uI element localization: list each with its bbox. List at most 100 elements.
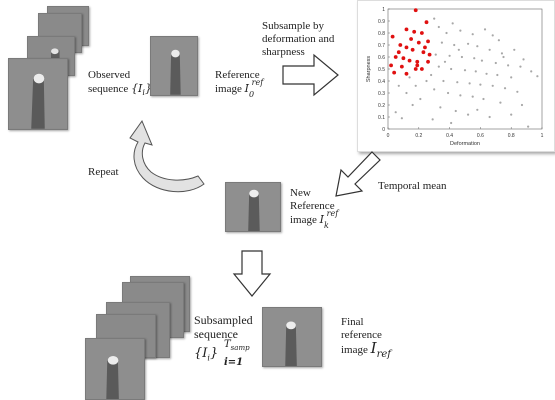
other-point — [473, 57, 476, 60]
subsampled-frame-1 — [85, 338, 145, 400]
x-axis-label: Deformation — [450, 141, 480, 147]
subsampled-line-2: sequence — [194, 327, 238, 341]
other-point — [488, 48, 491, 51]
other-point — [442, 79, 445, 83]
other-point — [463, 69, 467, 72]
x-tick-label: 1 — [541, 133, 544, 139]
other-point — [510, 76, 513, 79]
selected-point — [423, 45, 427, 50]
other-point — [443, 60, 447, 63]
other-point — [411, 103, 414, 107]
x-tick-label: 0.8 — [508, 133, 515, 139]
ref-sup: ref — [251, 78, 264, 87]
sequence-set-open: {I — [131, 82, 143, 95]
other-point — [494, 61, 497, 65]
subsample-line-3: sharpness — [262, 46, 305, 58]
subsampled-lower-limit: i=1 — [224, 357, 244, 368]
subsampled-set-close: } — [209, 346, 219, 361]
subsample-label: Subsample by deformation and sharpness — [262, 20, 334, 59]
final-reference-label: Final reference image Iref — [341, 316, 391, 361]
other-point — [496, 73, 499, 77]
y-tick-label: 0.6 — [378, 55, 385, 61]
other-point — [434, 53, 437, 56]
subsampled-sup: T — [224, 339, 231, 350]
reference-symbol: I0 ref — [245, 78, 264, 99]
other-point — [456, 81, 459, 84]
other-point — [408, 76, 411, 79]
other-point — [482, 97, 485, 101]
subsample-arrow — [282, 53, 339, 97]
selected-point — [399, 64, 404, 69]
repeat-label: Repeat — [88, 166, 119, 178]
other-point — [468, 82, 471, 85]
observed-sequence-line: sequence {Ii} — [88, 82, 152, 99]
other-point — [476, 45, 479, 48]
y-tick-label: 1 — [382, 7, 385, 13]
y-tick-label: 0 — [382, 127, 385, 133]
other-point — [519, 65, 522, 68]
reference-image — [150, 36, 198, 96]
selected-point — [404, 27, 409, 32]
new-ref-letter: I — [319, 213, 324, 226]
other-point — [439, 106, 442, 109]
sequence-word: sequence — [88, 83, 132, 95]
other-point — [497, 39, 500, 42]
new-ref-sub: k — [324, 221, 329, 231]
plot-frame — [387, 8, 543, 130]
selected-point — [389, 63, 393, 68]
other-point — [500, 52, 504, 55]
selected-point — [401, 56, 406, 61]
other-point — [527, 125, 530, 128]
subsample-line-2: deformation and — [262, 33, 335, 45]
selected-point — [392, 70, 397, 75]
selected-point — [390, 34, 395, 39]
y-axis-label: Sharpness — [366, 56, 372, 83]
selected-point — [424, 20, 429, 25]
down-arrow — [232, 250, 272, 297]
other-point — [499, 101, 502, 104]
final-ref-letter: I — [370, 339, 377, 357]
other-point — [397, 84, 400, 87]
final-line-3: image Iref — [341, 339, 391, 361]
new-image-word: image — [290, 214, 320, 226]
scatter-plot: 0 0.2 0.4 0.6 0.8 1 0 0.1 0.2 0.3 0.4 0.5 0.6 0.7 0.8 0… — [366, 7, 544, 147]
other-point — [522, 58, 525, 61]
temporal-mean-arrow — [335, 151, 381, 197]
other-point — [446, 91, 450, 95]
other-point — [485, 72, 488, 75]
y-tick-label: 0.8 — [378, 31, 385, 37]
other-point — [433, 88, 436, 91]
selected-point — [413, 8, 418, 13]
reference-label: Reference image I0 ref — [215, 69, 264, 99]
other-point — [431, 118, 434, 121]
x-tick-label: 0 — [387, 133, 390, 139]
other-point — [507, 64, 510, 67]
reference-image-word: image — [215, 83, 245, 95]
x-tick-label: 0.2 — [415, 133, 422, 139]
other-point — [457, 48, 460, 51]
other-point — [491, 84, 494, 87]
other-point — [516, 90, 519, 93]
sequence-set-sub: i — [142, 88, 145, 98]
new-line-1: New — [290, 187, 311, 199]
other-point — [459, 94, 462, 97]
reference-image-line: image I0 ref — [215, 78, 264, 99]
reference-word: Reference — [215, 69, 260, 81]
x-tick-label: 0.4 — [446, 133, 453, 139]
other-point — [471, 95, 474, 98]
other-point — [488, 115, 491, 119]
other-point — [430, 73, 433, 77]
other-point — [414, 84, 417, 87]
other-point — [479, 83, 482, 86]
selected-point — [427, 52, 432, 57]
other-point — [474, 70, 477, 73]
selected-point — [416, 40, 421, 45]
selected-point — [415, 59, 420, 64]
subsampled-line-1: Subsampled — [194, 313, 253, 327]
selected-point — [396, 50, 401, 55]
other-point — [502, 55, 505, 59]
subsampled-set-open: {I — [194, 346, 208, 361]
subsampled-set-sub: i — [207, 353, 210, 363]
selected-point — [398, 43, 403, 47]
other-point — [459, 29, 462, 32]
